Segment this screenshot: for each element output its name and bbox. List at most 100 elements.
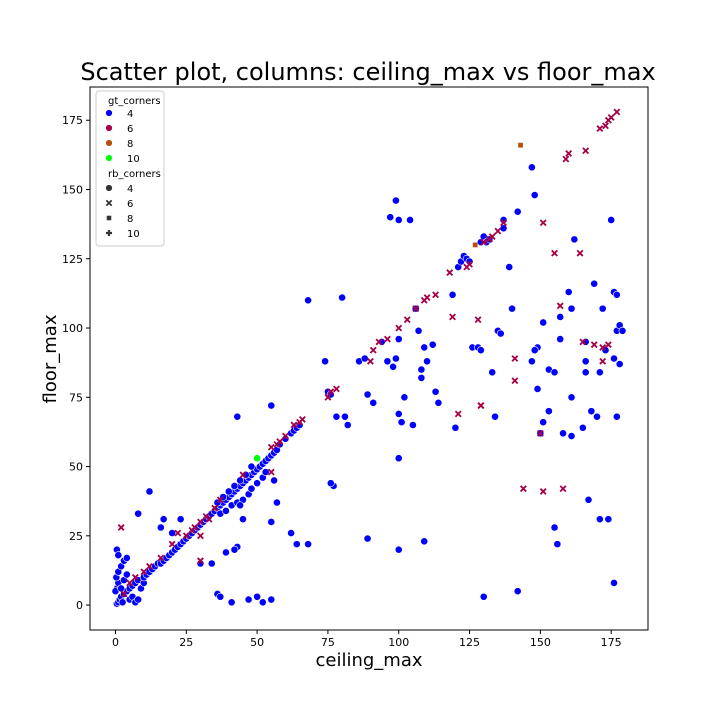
data-point xyxy=(369,398,378,407)
data-point xyxy=(282,432,289,440)
data-point xyxy=(207,559,216,568)
data-point xyxy=(610,579,618,587)
data-point xyxy=(576,249,584,257)
data-point xyxy=(511,355,519,362)
data-point xyxy=(420,537,429,546)
data-point xyxy=(556,335,565,344)
data-point xyxy=(567,304,576,313)
data-point xyxy=(267,401,276,410)
x-tick-label: 175 xyxy=(601,636,622,649)
data-point xyxy=(598,304,607,313)
series-10 xyxy=(253,454,262,463)
data-point xyxy=(366,357,374,365)
data-point xyxy=(287,529,296,537)
legend-style-label: 4 xyxy=(127,184,133,195)
data-point xyxy=(140,568,148,576)
data-point xyxy=(236,476,245,485)
data-point xyxy=(236,501,245,510)
data-point xyxy=(230,482,239,490)
data-point xyxy=(197,557,204,565)
data-point xyxy=(607,114,615,121)
data-point xyxy=(261,468,270,476)
x-tick-label: 150 xyxy=(530,636,551,649)
data-point xyxy=(448,290,457,299)
data-point xyxy=(253,592,262,601)
data-point xyxy=(403,316,411,324)
data-point xyxy=(590,341,598,349)
data-point xyxy=(449,313,456,321)
data-point xyxy=(491,412,499,421)
data-point xyxy=(369,346,377,354)
legend-style-label: 6 xyxy=(127,199,133,210)
data-point xyxy=(417,365,426,374)
data-point xyxy=(267,595,276,604)
data-point xyxy=(431,387,440,396)
legend-marker xyxy=(105,154,113,162)
y-axis-ticks: 0 25 50 75 100 125 150 175 xyxy=(62,114,90,612)
data-point xyxy=(536,429,544,437)
data-point xyxy=(216,496,224,504)
data-point xyxy=(496,329,505,338)
data-point xyxy=(527,357,536,366)
series-8 xyxy=(472,142,523,248)
data-point xyxy=(394,216,403,224)
data-point xyxy=(168,529,177,537)
data-point xyxy=(233,412,242,421)
data-point xyxy=(117,524,125,531)
data-point xyxy=(513,587,522,596)
x-tick-label: 0 xyxy=(112,636,119,649)
data-point xyxy=(244,595,253,604)
data-point xyxy=(567,432,576,440)
data-point xyxy=(417,373,426,382)
data-point xyxy=(544,407,553,416)
data-point xyxy=(227,598,236,607)
data-point xyxy=(156,523,165,532)
data-point xyxy=(394,545,403,554)
data-point xyxy=(224,487,233,496)
data-point xyxy=(539,418,548,427)
data-point xyxy=(258,598,267,607)
data-point xyxy=(343,421,352,429)
data-point xyxy=(590,279,599,288)
data-point xyxy=(400,393,409,402)
data-point xyxy=(610,354,618,363)
data-point xyxy=(406,216,414,224)
data-point xyxy=(197,532,204,540)
data-point xyxy=(270,476,279,485)
legend-style-label: 8 xyxy=(127,214,133,225)
data-point xyxy=(587,407,596,416)
data-point xyxy=(527,163,536,172)
plot-area: 0 25 50 75 100 125 150 175 0 25 50 75 100 125 150 175 xyxy=(62,86,649,649)
data-point xyxy=(488,233,496,241)
data-point xyxy=(477,402,485,410)
data-point xyxy=(612,290,621,299)
data-point xyxy=(363,390,372,399)
legend-marker xyxy=(106,215,112,221)
data-point xyxy=(122,554,131,562)
data-point xyxy=(273,498,281,507)
data-point xyxy=(595,368,604,377)
data-point xyxy=(126,579,134,587)
data-point xyxy=(239,471,247,479)
data-point xyxy=(530,346,539,355)
data-point xyxy=(423,357,431,366)
x-tick-label: 100 xyxy=(388,636,409,649)
data-point xyxy=(326,479,335,488)
data-point xyxy=(550,368,559,377)
data-point xyxy=(409,421,417,429)
data-point xyxy=(550,523,559,532)
data-point xyxy=(276,438,284,446)
y-axis-label: floor_max xyxy=(40,314,61,403)
x-tick-label: 125 xyxy=(459,636,480,649)
data-point xyxy=(581,357,590,366)
data-point xyxy=(383,335,391,343)
data-point xyxy=(394,335,403,344)
x-tick-label: 75 xyxy=(321,636,335,649)
data-point xyxy=(567,393,576,402)
data-point xyxy=(556,313,565,321)
y-tick-label: 125 xyxy=(62,253,83,266)
data-point xyxy=(446,269,454,277)
data-point xyxy=(428,340,437,349)
data-point xyxy=(556,302,564,310)
